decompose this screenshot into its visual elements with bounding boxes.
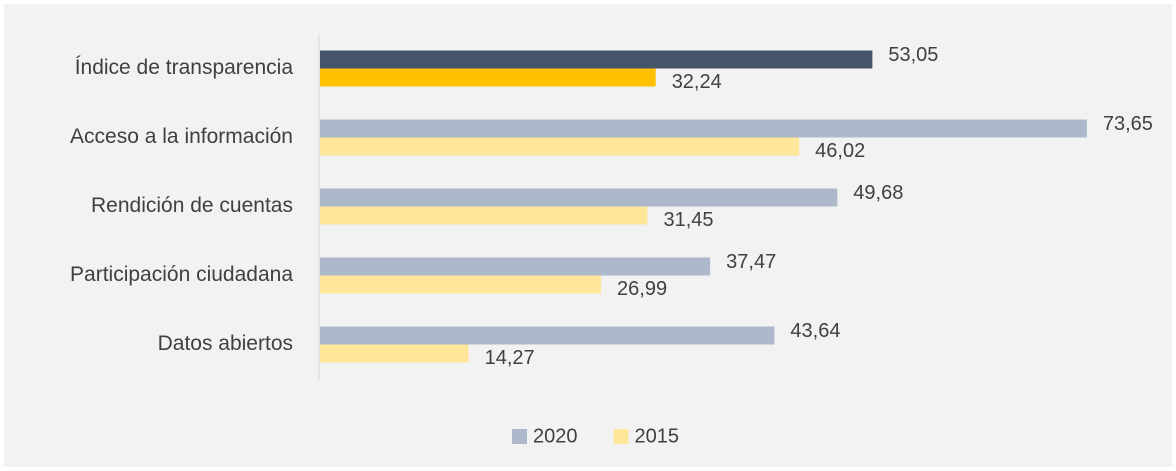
value-label: 26,99 <box>617 278 667 300</box>
value-label: 53,05 <box>888 44 938 66</box>
bar <box>320 137 800 156</box>
value-label: 49,68 <box>853 182 903 204</box>
value-label: 14,27 <box>485 347 535 369</box>
value-label: 37,47 <box>726 251 776 273</box>
value-label: 31,45 <box>663 209 713 231</box>
bar <box>320 326 775 345</box>
legend-label: 2015 <box>635 425 680 447</box>
legend-swatch <box>613 429 629 444</box>
bar <box>320 50 873 69</box>
legend-label: 2020 <box>533 425 578 447</box>
category-label: Datos abiertos <box>158 332 293 355</box>
value-label: 46,02 <box>815 140 865 162</box>
bar <box>320 257 711 276</box>
category-label: Acceso a la información <box>70 125 293 148</box>
value-label: 73,65 <box>1103 113 1153 135</box>
legend-swatch <box>512 429 527 444</box>
bar <box>320 275 602 294</box>
category-label: Participación ciudadana <box>70 263 293 286</box>
category-label: Índice de transparencia <box>75 56 294 79</box>
bar <box>320 206 648 225</box>
bar <box>320 344 469 363</box>
value-label: 32,24 <box>672 71 722 93</box>
value-label: 43,64 <box>790 320 840 342</box>
category-label: Rendición de cuentas <box>91 194 293 217</box>
bar <box>320 119 1087 138</box>
bar <box>320 68 656 87</box>
bar <box>320 188 838 207</box>
